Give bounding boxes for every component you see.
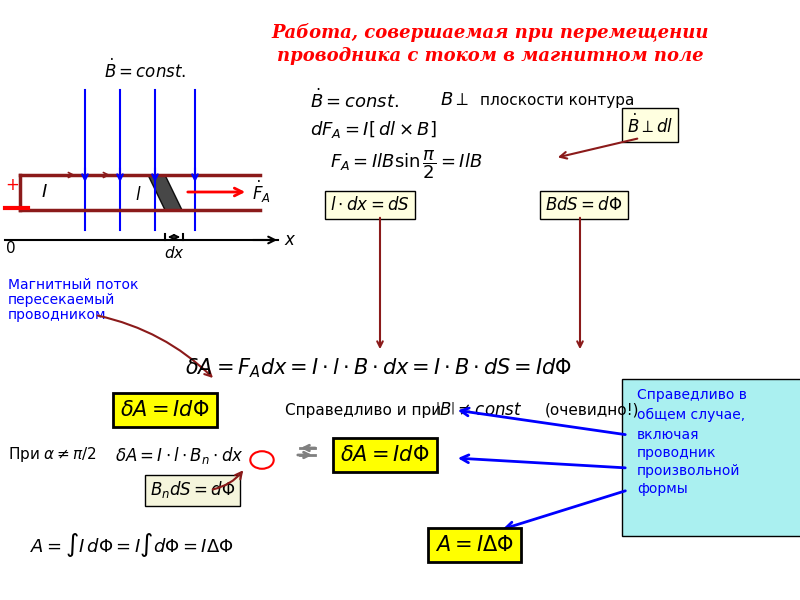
Text: $x$: $x$ bbox=[284, 231, 297, 249]
Text: $l$: $l$ bbox=[134, 186, 142, 204]
Text: Магнитный поток: Магнитный поток bbox=[8, 278, 138, 292]
Text: $I$: $I$ bbox=[41, 183, 47, 201]
Text: $F_A = IlB\sin\dfrac{\pi}{2} = IlB$: $F_A = IlB\sin\dfrac{\pi}{2} = IlB$ bbox=[330, 149, 482, 181]
Text: пересекаемый: пересекаемый bbox=[8, 293, 115, 307]
Text: $A = \int I\,d\Phi = I\int d\Phi = I\Delta\Phi$: $A = \int I\,d\Phi = I\int d\Phi = I\Del… bbox=[30, 531, 234, 559]
Text: $\dot{B} = const.$: $\dot{B} = const.$ bbox=[104, 58, 186, 82]
Text: $dx$: $dx$ bbox=[163, 245, 185, 261]
Text: $\delta A = F_A dx = I \cdot l \cdot B \cdot dx = I \cdot B \cdot dS = Id\Phi$: $\delta A = F_A dx = I \cdot l \cdot B \… bbox=[185, 356, 572, 380]
Text: $\delta A = I \cdot l \cdot B_n \cdot dx$: $\delta A = I \cdot l \cdot B_n \cdot dx… bbox=[115, 445, 243, 466]
FancyBboxPatch shape bbox=[622, 379, 800, 536]
Text: $+$: $+$ bbox=[5, 176, 19, 194]
Text: $\delta A = Id\Phi$: $\delta A = Id\Phi$ bbox=[120, 400, 210, 420]
Text: $\dot{B} \perp dl$: $\dot{B} \perp dl$ bbox=[626, 113, 674, 137]
Text: произвольной: произвольной bbox=[637, 464, 741, 478]
Text: плоскости контура: плоскости контура bbox=[480, 92, 634, 107]
Text: $B \perp$: $B \perp$ bbox=[440, 91, 470, 109]
Text: $A = I\Delta\Phi$: $A = I\Delta\Phi$ bbox=[435, 535, 514, 555]
Text: При $\alpha \neq \pi/2$: При $\alpha \neq \pi/2$ bbox=[8, 445, 97, 464]
Text: $dF_A = I\left[\,dl \times B\right]$: $dF_A = I\left[\,dl \times B\right]$ bbox=[310, 119, 437, 140]
Text: $\delta A = Id\Phi$: $\delta A = Id\Phi$ bbox=[340, 445, 430, 465]
Text: включая: включая bbox=[637, 428, 699, 442]
Text: Справедливо в: Справедливо в bbox=[637, 388, 747, 402]
Text: $\dot{B} = const.$: $\dot{B} = const.$ bbox=[310, 88, 399, 112]
Polygon shape bbox=[148, 175, 182, 210]
Text: (очевидно!): (очевидно!) bbox=[545, 403, 639, 418]
Text: проводником: проводником bbox=[8, 308, 106, 322]
Text: проводник: проводник bbox=[637, 446, 717, 460]
Text: $l \cdot dx = dS$: $l \cdot dx = dS$ bbox=[330, 196, 410, 214]
Text: Справедливо и при: Справедливо и при bbox=[285, 403, 441, 418]
Text: Работа, совершаемая при перемещении: Работа, совершаемая при перемещении bbox=[271, 22, 709, 41]
Text: $0$: $0$ bbox=[5, 240, 16, 256]
Text: $\dot{F}_A$: $\dot{F}_A$ bbox=[252, 179, 271, 205]
Text: проводника с током в магнитном поле: проводника с током в магнитном поле bbox=[277, 47, 703, 65]
Text: $B_n dS = d\Phi$: $B_n dS = d\Phi$ bbox=[150, 479, 235, 500]
Text: формы: формы bbox=[637, 482, 688, 496]
Text: общем случае,: общем случае, bbox=[637, 408, 745, 422]
Text: $\left|B\right| \neq const$: $\left|B\right| \neq const$ bbox=[435, 401, 522, 419]
Text: $BdS = d\Phi$: $BdS = d\Phi$ bbox=[545, 196, 622, 214]
